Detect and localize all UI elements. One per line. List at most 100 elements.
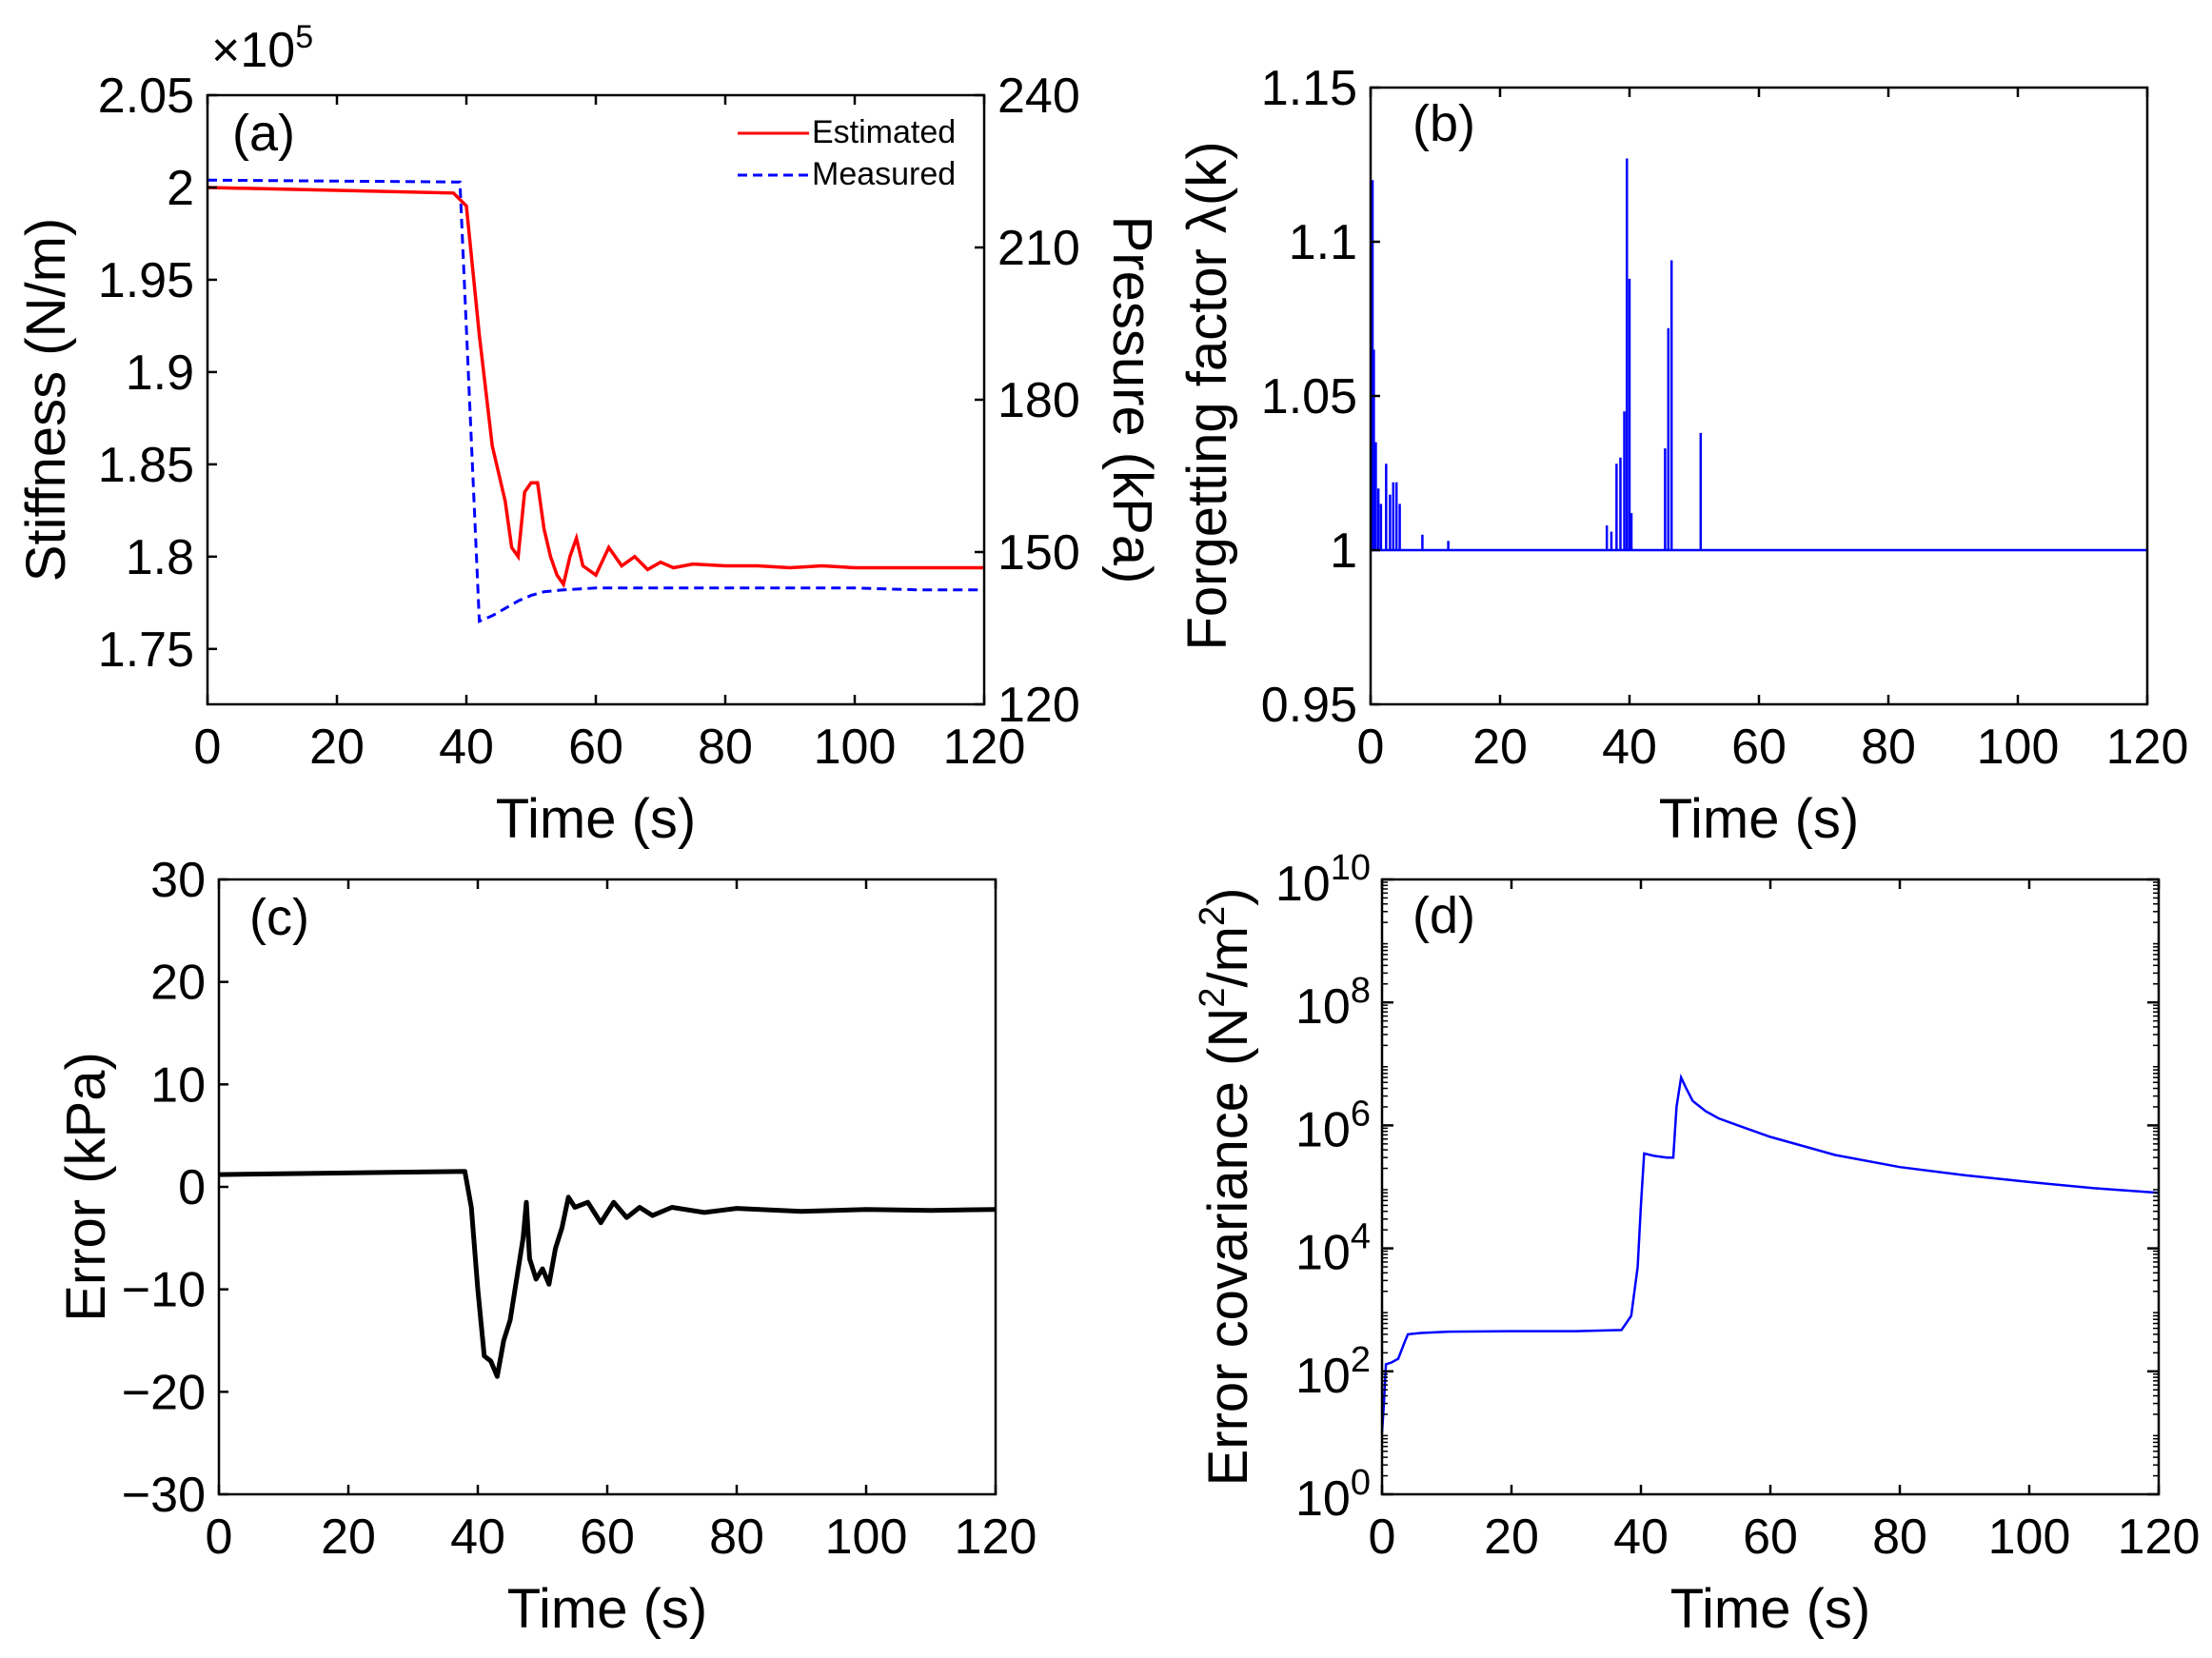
y-axis-label: Error (kPa) [55, 1052, 117, 1322]
x-tick-label: 40 [439, 720, 494, 775]
y-tick-base: 10 [1295, 1226, 1351, 1281]
x-tick-label: 60 [1731, 720, 1787, 775]
y-right-tick-label: 180 [997, 373, 1080, 428]
y-tick-base: 10 [1295, 1102, 1351, 1157]
y-axis-label-part: 2 [1193, 906, 1233, 926]
x-tick-label: 20 [1484, 1510, 1539, 1565]
x-tick-label: 0 [1369, 1510, 1396, 1565]
panel-c-frame [217, 878, 997, 1496]
y-axis-label: Stiffness (N/m) [15, 218, 77, 582]
y-right-tick-label: 240 [997, 69, 1080, 124]
y-tick-label: 1.1 [1289, 215, 1357, 270]
panel-c: 0 20 40 60 80 100 120 −30 −20 −10 0 10 20 30 (c) Time (… [55, 853, 1037, 1640]
y-tick-label: 0.95 [1261, 678, 1357, 733]
y-tick-label: −30 [122, 1468, 206, 1523]
x-tick-label: 0 [206, 1510, 233, 1565]
panel-a: 0 20 40 60 80 100 120 1.75 1.8 1.85 1.9 1.95 2 2.05 12… [15, 19, 1163, 850]
y-tick-base: 10 [1275, 857, 1331, 912]
y-right-tick-label: 120 [997, 678, 1080, 733]
y-tick-exponent: 6 [1351, 1094, 1371, 1134]
x-tick-label: 80 [1861, 720, 1916, 775]
legend-label-measured: Measured [812, 156, 956, 192]
panel-d-frame [1380, 878, 2161, 1496]
y-tick-exponent: 10 [1331, 848, 1371, 888]
x-tick-label: 60 [568, 720, 623, 775]
y-tick-label: 1.9 [126, 345, 194, 401]
x-tick-label: 80 [1872, 1510, 1927, 1565]
y-tick-label: −10 [122, 1263, 206, 1318]
x-tick-label: 20 [309, 720, 365, 775]
y-tick-label: 1.75 [98, 622, 194, 678]
y-axis-label-part: /m [1197, 926, 1259, 987]
y-tick-label: 1.8 [126, 530, 194, 585]
y-tick-label: 1.05 [1261, 369, 1357, 424]
panel-b-frame [1369, 86, 2149, 706]
x-tick-label: 100 [814, 720, 897, 775]
y-exponent-power: 5 [295, 19, 313, 55]
x-axis-label: Time (s) [1659, 788, 1859, 850]
y-tick-exponent: 8 [1351, 971, 1371, 1011]
y-tick-exponent: 4 [1351, 1217, 1371, 1257]
x-tick-label: 0 [194, 720, 222, 775]
y-tick-label: 106 [1295, 1094, 1371, 1157]
legend-label-estimated: Estimated [812, 114, 956, 150]
panel-letter: (a) [232, 105, 295, 162]
panel-b: 0 20 40 60 80 100 120 0.95 1 1.05 1.1 1.15 (b) Time (… [1176, 61, 2188, 850]
y-tick-exponent: 0 [1351, 1463, 1371, 1503]
x-tick-label: 0 [1357, 720, 1385, 775]
y-tick-label: 1 [1330, 523, 1357, 579]
y-tick-label: 1.95 [98, 253, 194, 308]
series-error-line [218, 1169, 997, 1379]
x-tick-label: 40 [1613, 1510, 1669, 1565]
y-axis-label: Error covariance (N2/m2) [1193, 888, 1259, 1487]
x-axis-label: Time (s) [507, 1578, 707, 1640]
y-tick-label: 2.05 [98, 69, 194, 124]
x-tick-label: 80 [709, 1510, 764, 1565]
x-tick-label: 60 [1743, 1510, 1798, 1565]
y-tick-base: 10 [1295, 979, 1351, 1035]
x-tick-label: 120 [955, 1510, 1037, 1565]
x-tick-label: 40 [1602, 720, 1657, 775]
x-tick-label: 120 [2106, 720, 2189, 775]
y-right-tick-label: 150 [997, 525, 1080, 581]
y-tick-base: 10 [1295, 1349, 1351, 1404]
y-tick-label: 20 [150, 956, 206, 1011]
x-tick-label: 40 [450, 1510, 505, 1565]
y-tick-label: 102 [1295, 1340, 1371, 1404]
y-axis-label-part: 2 [1193, 987, 1233, 1007]
x-axis-label: Time (s) [496, 788, 696, 850]
y-tick-label: 0 [178, 1160, 206, 1215]
y-exponent-base: ×10 [211, 23, 295, 78]
y-right-tick-label: 210 [997, 221, 1080, 276]
series-covariance-line [1380, 1073, 2160, 1433]
x-tick-label: 100 [825, 1510, 908, 1565]
x-tick-label: 120 [2118, 1510, 2201, 1565]
y-tick-label: 1.85 [98, 438, 194, 493]
x-tick-label: 80 [698, 720, 753, 775]
panel-d: 0 20 40 60 80 100 1201001021041061081010(d)Tim… [1193, 848, 2200, 1640]
y-tick-label: 108 [1295, 971, 1371, 1035]
y-tick-label: 1.15 [1261, 61, 1357, 116]
y-right-axis-label: Pressure (kPa) [1101, 216, 1163, 584]
x-tick-label: 20 [1472, 720, 1528, 775]
y-tick-label: 10 [150, 1057, 206, 1113]
y-tick-exponent: 2 [1351, 1340, 1371, 1380]
y-tick-label: 1010 [1275, 848, 1371, 912]
y-exponent-label: ×105 [211, 19, 313, 78]
legend: Estimated Measured [738, 114, 956, 192]
panel-letter: (b) [1412, 95, 1475, 152]
series-estimated-line [207, 186, 984, 589]
x-tick-label: 20 [321, 1510, 376, 1565]
y-axis-label: Forgetting factor λ(k) [1176, 141, 1238, 650]
x-tick-label: 120 [943, 720, 1026, 775]
series-measured-line [207, 178, 984, 623]
panel-letter: (d) [1412, 887, 1475, 944]
x-tick-label: 100 [1977, 720, 2060, 775]
panel-letter: (c) [249, 889, 309, 946]
y-tick-base: 10 [1295, 1471, 1351, 1527]
y-tick-label: −20 [122, 1365, 206, 1420]
x-tick-label: 100 [1988, 1510, 2071, 1565]
y-axis-label-part: Error covariance (N [1197, 1008, 1259, 1487]
x-axis-label: Time (s) [1670, 1578, 1870, 1640]
